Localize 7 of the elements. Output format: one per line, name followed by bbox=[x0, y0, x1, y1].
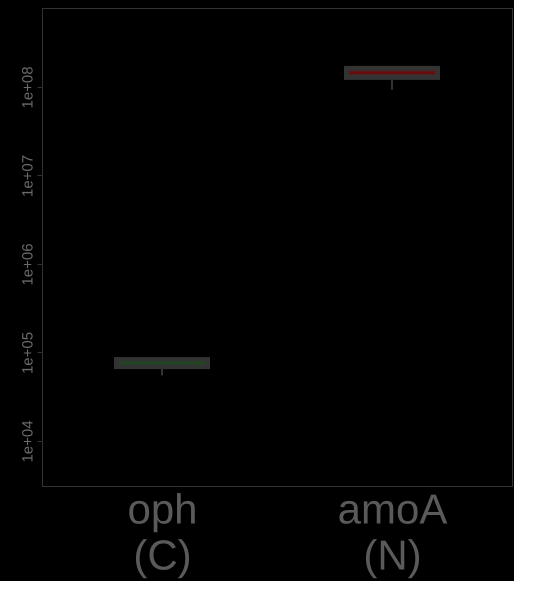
x-tick-label: oph (C) bbox=[127, 486, 198, 578]
y-tick-label: 1e+07 bbox=[20, 154, 36, 198]
y-tick-label: 1e+08 bbox=[20, 66, 36, 109]
x-tick-label: amoA (N) bbox=[338, 486, 448, 578]
y-tick-label: 1e+05 bbox=[20, 332, 36, 374]
y-tick-label: 1e+04 bbox=[20, 420, 36, 463]
y-tick-label: 1e+06 bbox=[20, 243, 36, 286]
